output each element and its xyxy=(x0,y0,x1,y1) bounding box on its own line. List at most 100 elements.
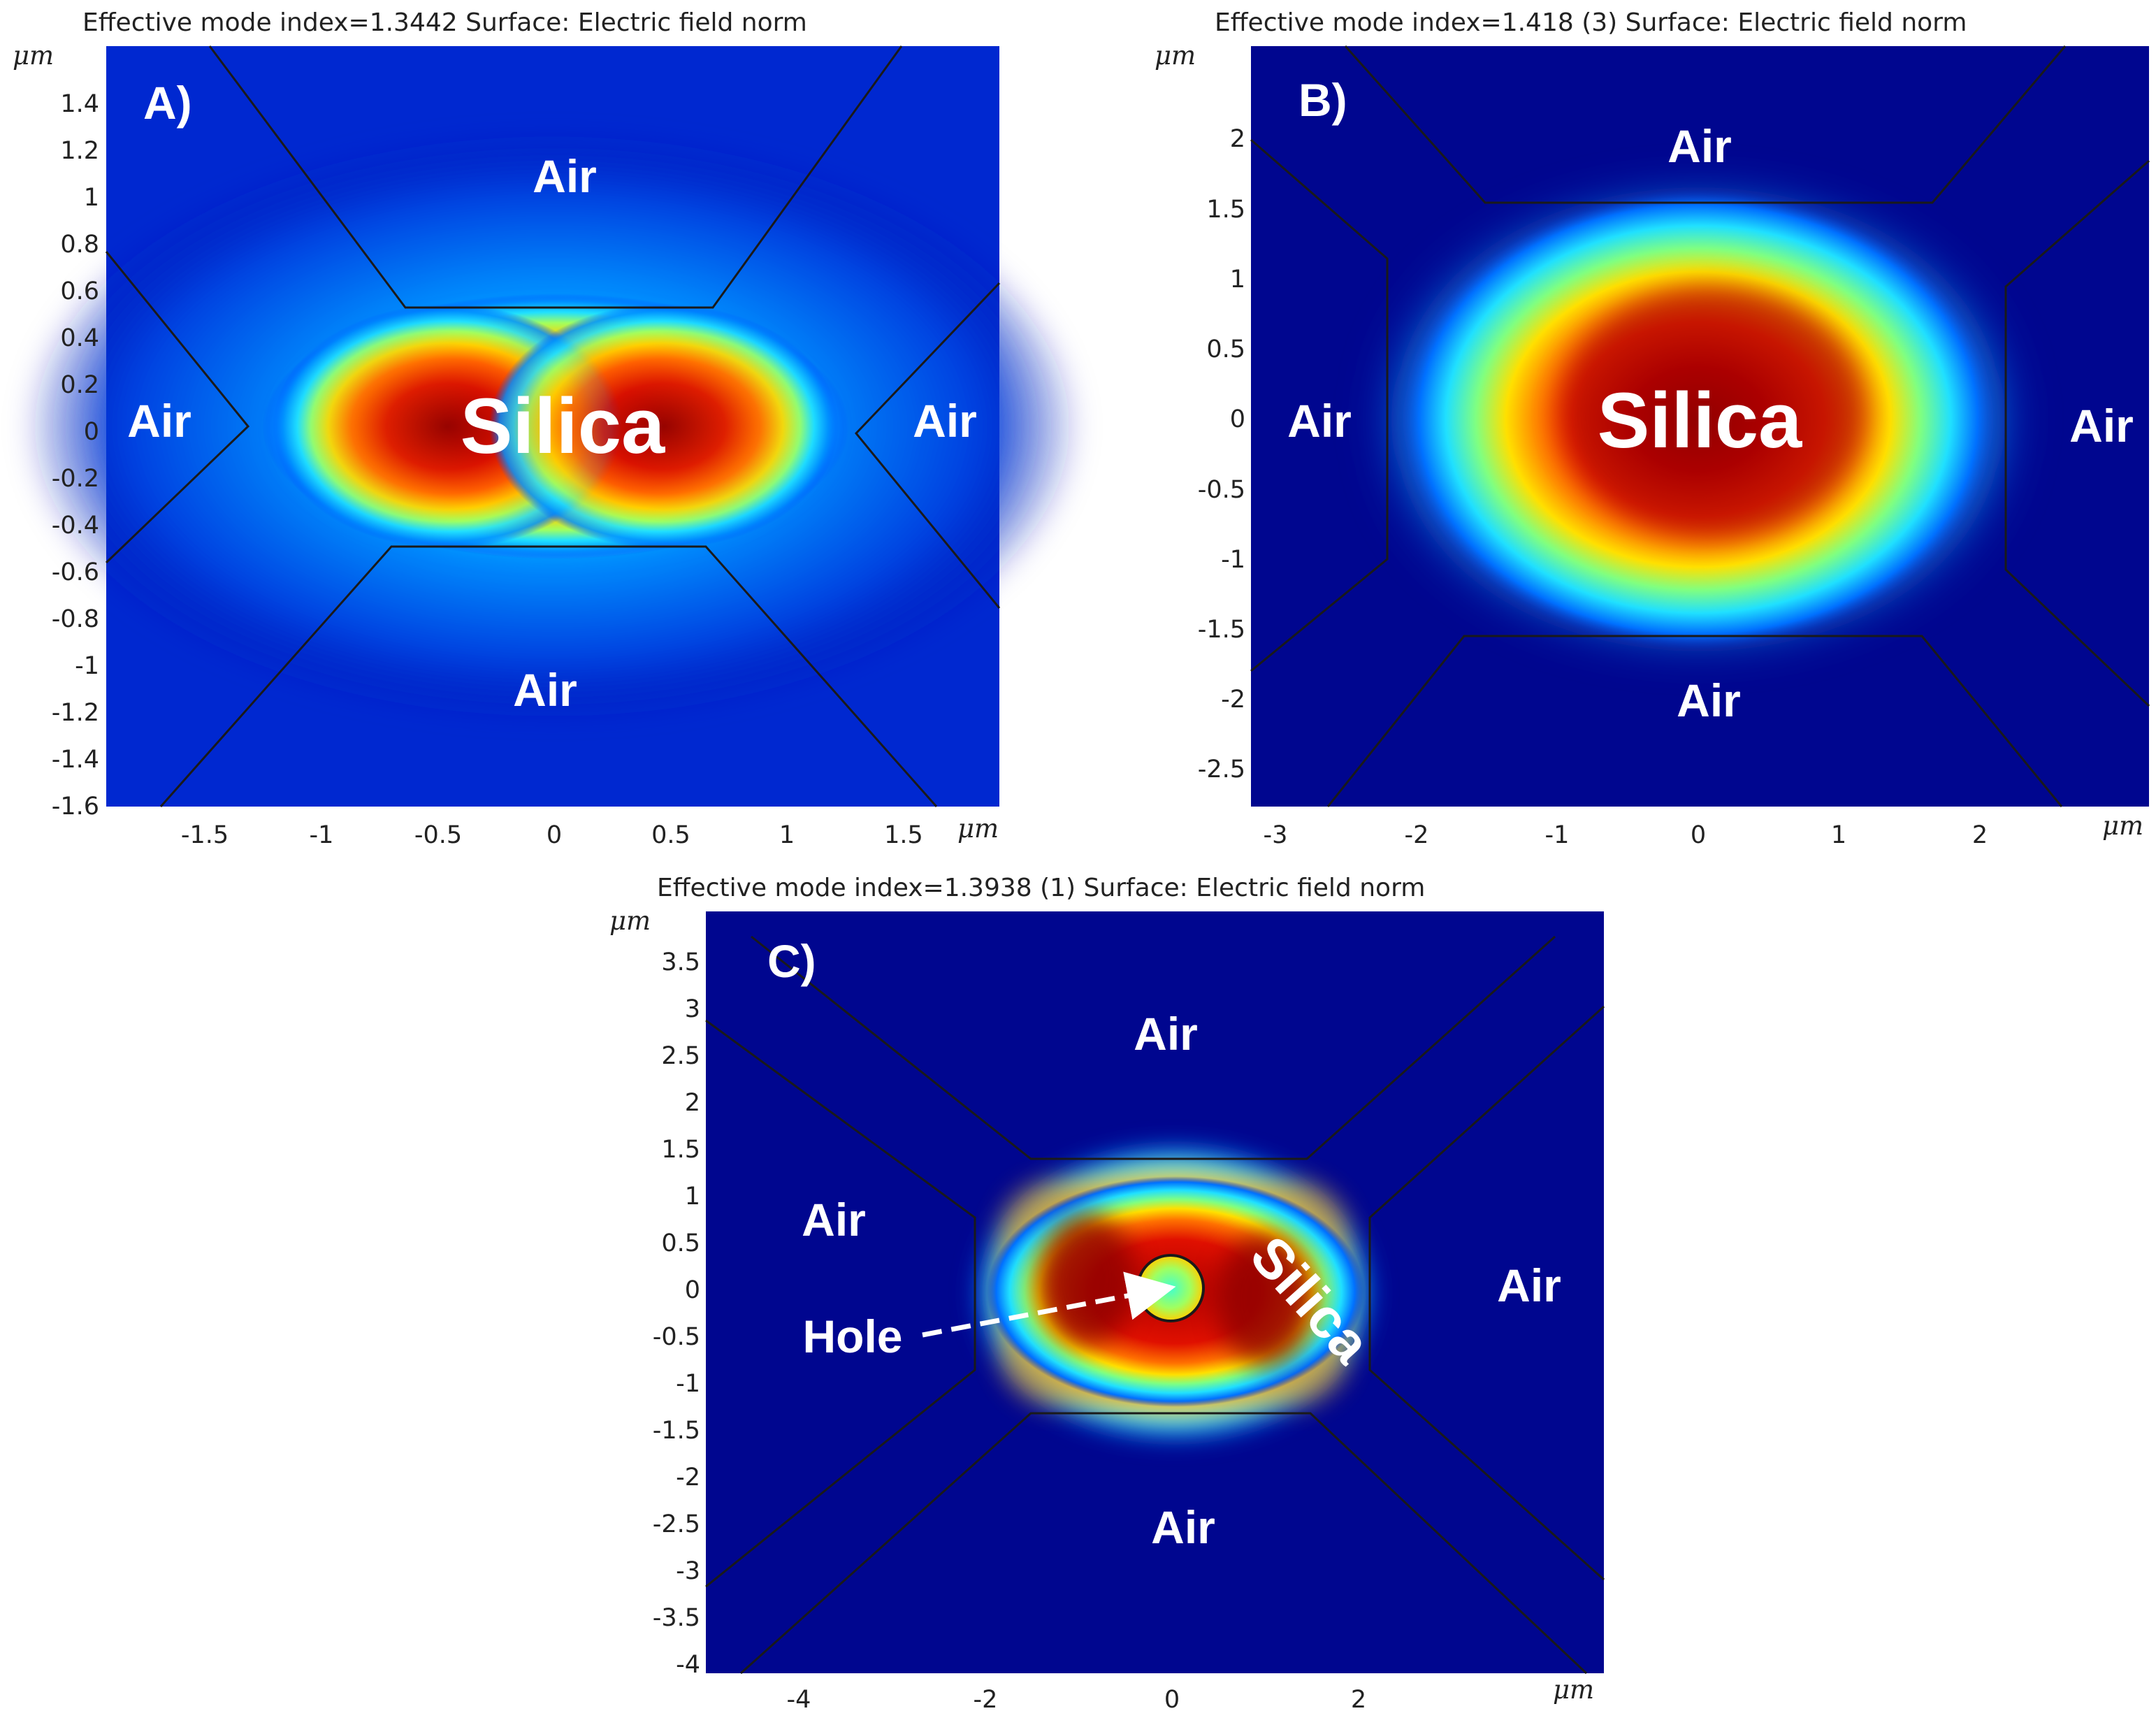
panel-b-ytick: -2.5 xyxy=(1198,756,1245,784)
panel-a-xtick: -0.5 xyxy=(414,821,462,849)
panel-c-ytick: 2.5 xyxy=(661,1042,700,1070)
panel-a-air-top: Air xyxy=(533,150,597,202)
panel-a-y-axis: μm 1.4 1.2 1 0.8 0.6 0.4 0.2 0 -0.2 -0.4… xyxy=(13,41,99,821)
panel-c-air-top: Air xyxy=(1134,1008,1198,1060)
panel-a-silica-label: Silica xyxy=(461,382,665,470)
panel-b-xtick: -3 xyxy=(1264,821,1288,849)
panel-c-air-left: Air xyxy=(802,1194,866,1246)
panel-c-y-axis: μm 3.5 3 2.5 2 1.5 1 0.5 0 -0.5 -1 -1.5 … xyxy=(609,906,700,1679)
panel-a-air-bottom: Air xyxy=(513,664,577,716)
panel-a-ytick: -0.6 xyxy=(52,558,99,586)
panel-c-ytick: 0 xyxy=(685,1276,700,1304)
panel-a-air-right: Air xyxy=(913,395,977,447)
panel-c-x-unit: μm xyxy=(1553,1675,1594,1705)
panel-c-hole-label: Hole xyxy=(802,1311,902,1362)
panel-c-ytick: -2 xyxy=(676,1464,700,1492)
panel-c-air-bottom: Air xyxy=(1151,1501,1215,1553)
panel-b-ytick: 1.5 xyxy=(1206,196,1245,224)
panel-a-ytick: 0.2 xyxy=(60,371,99,399)
panel-b-ytick: -1 xyxy=(1221,546,1245,574)
panel-b-ytick: 2 xyxy=(1230,125,1245,153)
panel-b-y-unit: μm xyxy=(1155,41,1196,71)
panel-a-xtick: -1 xyxy=(310,821,334,849)
panel-a-ytick: -1.4 xyxy=(52,746,99,774)
hole-arrow xyxy=(922,1271,1176,1338)
panel-a-air-left: Air xyxy=(127,395,191,447)
panel-a-x-unit: μm xyxy=(957,814,999,844)
panel-a-ytick: -0.8 xyxy=(52,605,99,633)
panel-a-xtick: 1.5 xyxy=(884,821,923,849)
panel-a: Effective mode index=1.3442 Surface: Ele… xyxy=(13,8,1083,849)
panel-b-xtick: -2 xyxy=(1405,821,1429,849)
panel-a-xtick: 1 xyxy=(779,821,795,849)
panel-b-xtick: 1 xyxy=(1831,821,1846,849)
panel-c: Effective mode index=1.3938 (1) Surface:… xyxy=(609,874,1605,1711)
panel-b-y-axis: μm 2 1.5 1 0.5 0 -0.5 -1 -1.5 -2 -2.5 xyxy=(1155,41,1245,784)
panel-c-ytick: -1 xyxy=(676,1370,700,1398)
panel-b: Effective mode index=1.418 (3) Surface: … xyxy=(1155,8,2150,849)
panel-c-ytick: -3 xyxy=(676,1557,700,1585)
panel-c-ytick: 1.5 xyxy=(661,1136,700,1164)
panel-b-ytick: 0 xyxy=(1230,405,1245,433)
panel-c-ytick: -1.5 xyxy=(653,1417,700,1445)
panel-b-xtick: 2 xyxy=(1972,821,1988,849)
panel-b-air-right: Air xyxy=(2069,400,2134,452)
panel-c-ytick: -4 xyxy=(676,1651,700,1679)
panel-c-title: Effective mode index=1.3938 (1) Surface:… xyxy=(657,874,1425,902)
panel-b-air-top: Air xyxy=(1667,120,1732,172)
panel-c-xtick: 2 xyxy=(1351,1686,1366,1711)
panel-a-ytick: -1.6 xyxy=(52,793,99,821)
panel-a-plot: A) Air Air Air Air Silica xyxy=(21,45,1083,807)
panel-b-x-unit: μm xyxy=(2102,811,2143,841)
panel-b-xtick: -1 xyxy=(1545,821,1570,849)
panel-a-y-unit: μm xyxy=(13,41,54,71)
panel-b-ytick: 0.5 xyxy=(1206,335,1245,363)
panel-a-ytick: 0 xyxy=(84,418,99,446)
panel-b-silica-label: Silica xyxy=(1598,377,1802,464)
panel-a-boundaries xyxy=(105,45,1001,807)
panel-c-ytick: -3.5 xyxy=(653,1604,700,1632)
panel-a-ytick: 1.4 xyxy=(60,90,99,118)
panel-a-title: Effective mode index=1.3442 Surface: Ele… xyxy=(82,8,807,37)
panel-a-ytick: 1.2 xyxy=(60,137,99,165)
panel-c-ytick: 3 xyxy=(685,995,700,1023)
panel-c-ytick: -2.5 xyxy=(653,1510,700,1538)
panel-a-xtick: -1.5 xyxy=(181,821,229,849)
panel-b-xtick: 0 xyxy=(1691,821,1706,849)
panel-c-ytick: 3.5 xyxy=(661,948,700,976)
panel-c-letter: C) xyxy=(767,935,816,987)
panel-c-plot: C) Air Air Air Air Silica Hole xyxy=(705,911,1605,1675)
panel-a-ytick: -0.2 xyxy=(52,465,99,493)
panel-c-ytick: -0.5 xyxy=(653,1323,700,1351)
panel-a-x-axis: -1.5 -1 -0.5 0 0.5 1 1.5 μm xyxy=(181,814,999,849)
panel-b-ytick: -1.5 xyxy=(1198,616,1245,644)
panel-b-ytick: 1 xyxy=(1230,266,1245,294)
panel-c-air-right: Air xyxy=(1497,1259,1561,1311)
panel-c-xtick: 0 xyxy=(1164,1686,1180,1711)
panel-a-ytick: -0.4 xyxy=(52,512,99,540)
panel-b-plot: B) Air Air Air Air Silica xyxy=(1250,45,2150,807)
panel-b-ytick: -2 xyxy=(1221,686,1245,714)
panel-c-ytick: 2 xyxy=(685,1089,700,1117)
panel-a-ytick: 0.4 xyxy=(60,324,99,352)
panel-a-ytick: -1.2 xyxy=(52,699,99,727)
panel-c-x-axis: -4 -2 0 2 μm xyxy=(787,1675,1595,1711)
panel-b-letter: B) xyxy=(1298,74,1347,126)
panel-a-ytick: 0.6 xyxy=(60,277,99,305)
panel-a-ytick: 0.8 xyxy=(60,231,99,259)
panel-b-boundaries xyxy=(1250,45,2150,807)
panel-a-ytick: -1 xyxy=(75,652,99,680)
panel-b-ytick: -0.5 xyxy=(1198,476,1245,504)
panel-c-ytick: 0.5 xyxy=(661,1229,700,1257)
panel-a-xtick: 0 xyxy=(547,821,562,849)
panel-c-xtick: -4 xyxy=(787,1686,811,1711)
panel-c-ytick: 1 xyxy=(685,1183,700,1211)
panel-b-air-bottom: Air xyxy=(1677,674,1741,726)
panel-b-title: Effective mode index=1.418 (3) Surface: … xyxy=(1215,8,1967,37)
panel-c-y-unit: μm xyxy=(609,906,651,936)
panel-c-boundaries xyxy=(705,935,1605,1675)
panel-a-ytick: 1 xyxy=(84,184,99,212)
panel-a-xtick: 0.5 xyxy=(651,821,690,849)
